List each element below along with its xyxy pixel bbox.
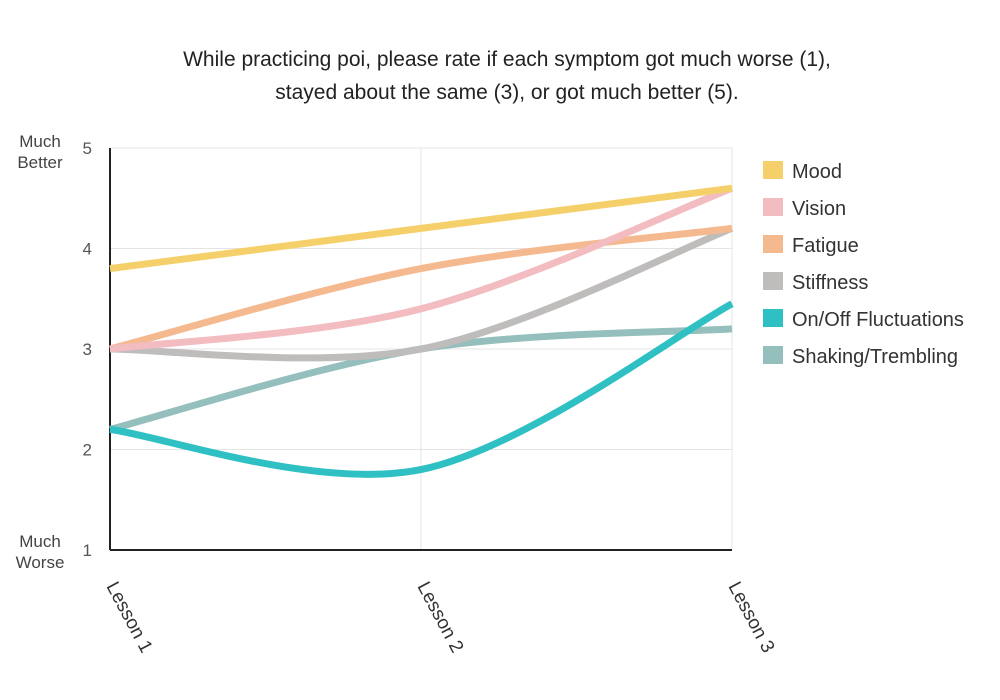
y-label-bottom-line-1: Much xyxy=(19,532,61,551)
y-tick-labels: 1 2 3 4 5 xyxy=(83,139,92,560)
series-lines xyxy=(109,184,734,478)
legend-swatch-shaking-trembling xyxy=(763,346,783,364)
legend-label-mood: Mood xyxy=(792,161,842,183)
series-line-on-off-fluctuations xyxy=(109,300,734,478)
y-tick-label: 2 xyxy=(83,441,92,460)
y-tick-label: 4 xyxy=(83,240,92,259)
y-label-bottom-line-2: Worse xyxy=(16,553,65,572)
x-tick-labels: Lesson 1 Lesson 2 Lesson 3 xyxy=(102,578,779,656)
y-label-top-line-1: Much xyxy=(19,132,61,151)
x-tick-label: Lesson 1 xyxy=(102,578,157,656)
series-line-fatigue xyxy=(109,224,733,353)
series-line-mood xyxy=(109,184,733,273)
legend-label-vision: Vision xyxy=(792,198,846,220)
y-tick-label: 5 xyxy=(83,139,92,158)
legend-swatch-mood xyxy=(763,161,783,179)
y-axis-label-top: Much Better xyxy=(17,132,63,172)
y-tick-label: 1 xyxy=(83,541,92,560)
legend-label-fatigue: Fatigue xyxy=(792,235,859,257)
legend-swatch-stiffness xyxy=(763,272,783,290)
legend-label-shaking-trembling: Shaking/Trembling xyxy=(792,346,958,368)
chart-title-line-2: stayed about the same (3), or got much b… xyxy=(275,81,738,104)
legend-label-stiffness: Stiffness xyxy=(792,272,868,294)
y-label-top-line-2: Better xyxy=(17,153,63,172)
legend-swatch-fatigue xyxy=(763,235,783,253)
x-tick-label: Lesson 3 xyxy=(724,578,779,656)
y-tick-label: 3 xyxy=(83,340,92,359)
series-line-stiffness xyxy=(109,225,734,362)
x-tick-label: Lesson 2 xyxy=(413,578,468,656)
legend-label-on-off-fluctuations: On/Off Fluctuations xyxy=(792,309,964,331)
chart-title: While practicing poi, please rate if eac… xyxy=(183,48,831,104)
chart-title-line-1: While practicing poi, please rate if eac… xyxy=(183,48,831,71)
legend: Mood Vision Fatigue Stiffness On/Off Fluctua… xyxy=(763,161,964,368)
legend-swatch-on-off-fluctuations xyxy=(763,309,783,327)
series-line-vision xyxy=(109,184,734,353)
legend-swatch-vision xyxy=(763,198,783,216)
y-axis-label-bottom: Much Worse xyxy=(16,532,65,572)
